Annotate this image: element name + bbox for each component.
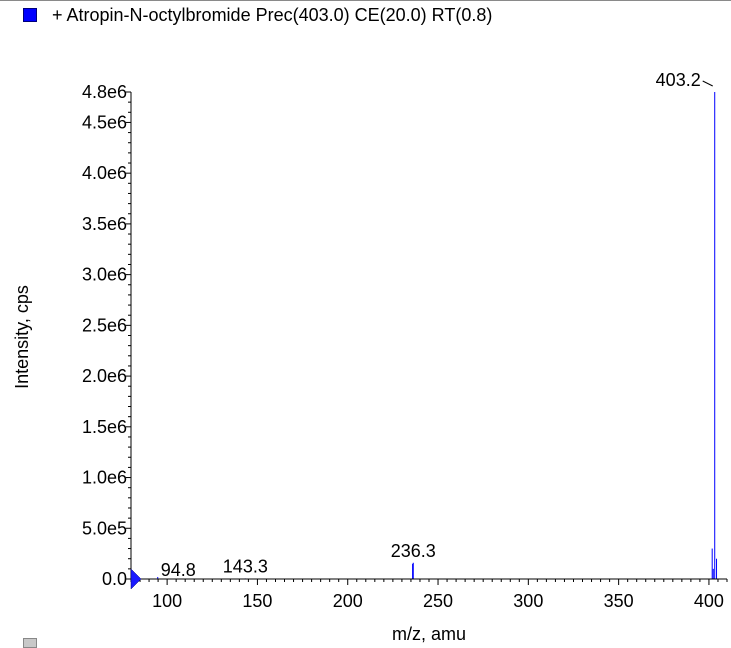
x-tick-label: 300 <box>513 591 543 611</box>
peak-series <box>157 92 718 579</box>
peak-label: 94.8 <box>161 560 196 580</box>
y-axis-title: Intensity, cps <box>12 285 32 389</box>
x-axis-title: m/z, amu <box>392 624 466 644</box>
y-tick-label: 2.5e6 <box>82 315 127 335</box>
y-axis: 0.0 5.0e5 1.0e6 1.5e6 2.0e6 2.5e6 3.0e6 3.5e6 4.… <box>82 82 131 589</box>
peak-label-leader <box>702 80 713 87</box>
x-tick-label: 100 <box>152 591 182 611</box>
peak-labels: 94.8 143.3 236.3 403.2 <box>161 70 713 580</box>
legend-label: + Atropin-N-octylbromide Prec(403.0) CE(… <box>52 5 493 25</box>
top-border <box>0 0 731 1</box>
y-tick-label: 5.0e5 <box>82 518 127 538</box>
y-tick-label: 1.0e6 <box>82 468 127 488</box>
peak-label: 143.3 <box>223 556 268 576</box>
peak-label: 403.2 <box>656 70 701 90</box>
x-tick-label: 350 <box>604 591 634 611</box>
x-tick-label: 400 <box>694 591 724 611</box>
y-tick-label: 3.0e6 <box>82 265 127 285</box>
x-axis: 100 150 200 250 300 350 400 <box>130 579 728 611</box>
y-tick-label: 4.5e6 <box>82 112 127 132</box>
y-tick-label: 1.5e6 <box>82 417 127 437</box>
secondary-legend-swatch[interactable] <box>23 638 37 648</box>
y-tick-label: 4.8e6 <box>82 82 127 102</box>
x-tick-label: 200 <box>333 591 363 611</box>
x-tick-label: 150 <box>242 591 272 611</box>
y-tick-label: 0.0 <box>102 569 127 589</box>
y-tick-label: 4.0e6 <box>82 163 127 183</box>
baseline-marker-icon[interactable] <box>130 568 142 590</box>
legend-color-swatch[interactable] <box>23 8 37 22</box>
peak-label: 236.3 <box>391 541 436 561</box>
x-tick-label: 250 <box>423 591 453 611</box>
y-tick-label: 2.0e6 <box>82 366 127 386</box>
y-tick-label: 3.5e6 <box>82 214 127 234</box>
